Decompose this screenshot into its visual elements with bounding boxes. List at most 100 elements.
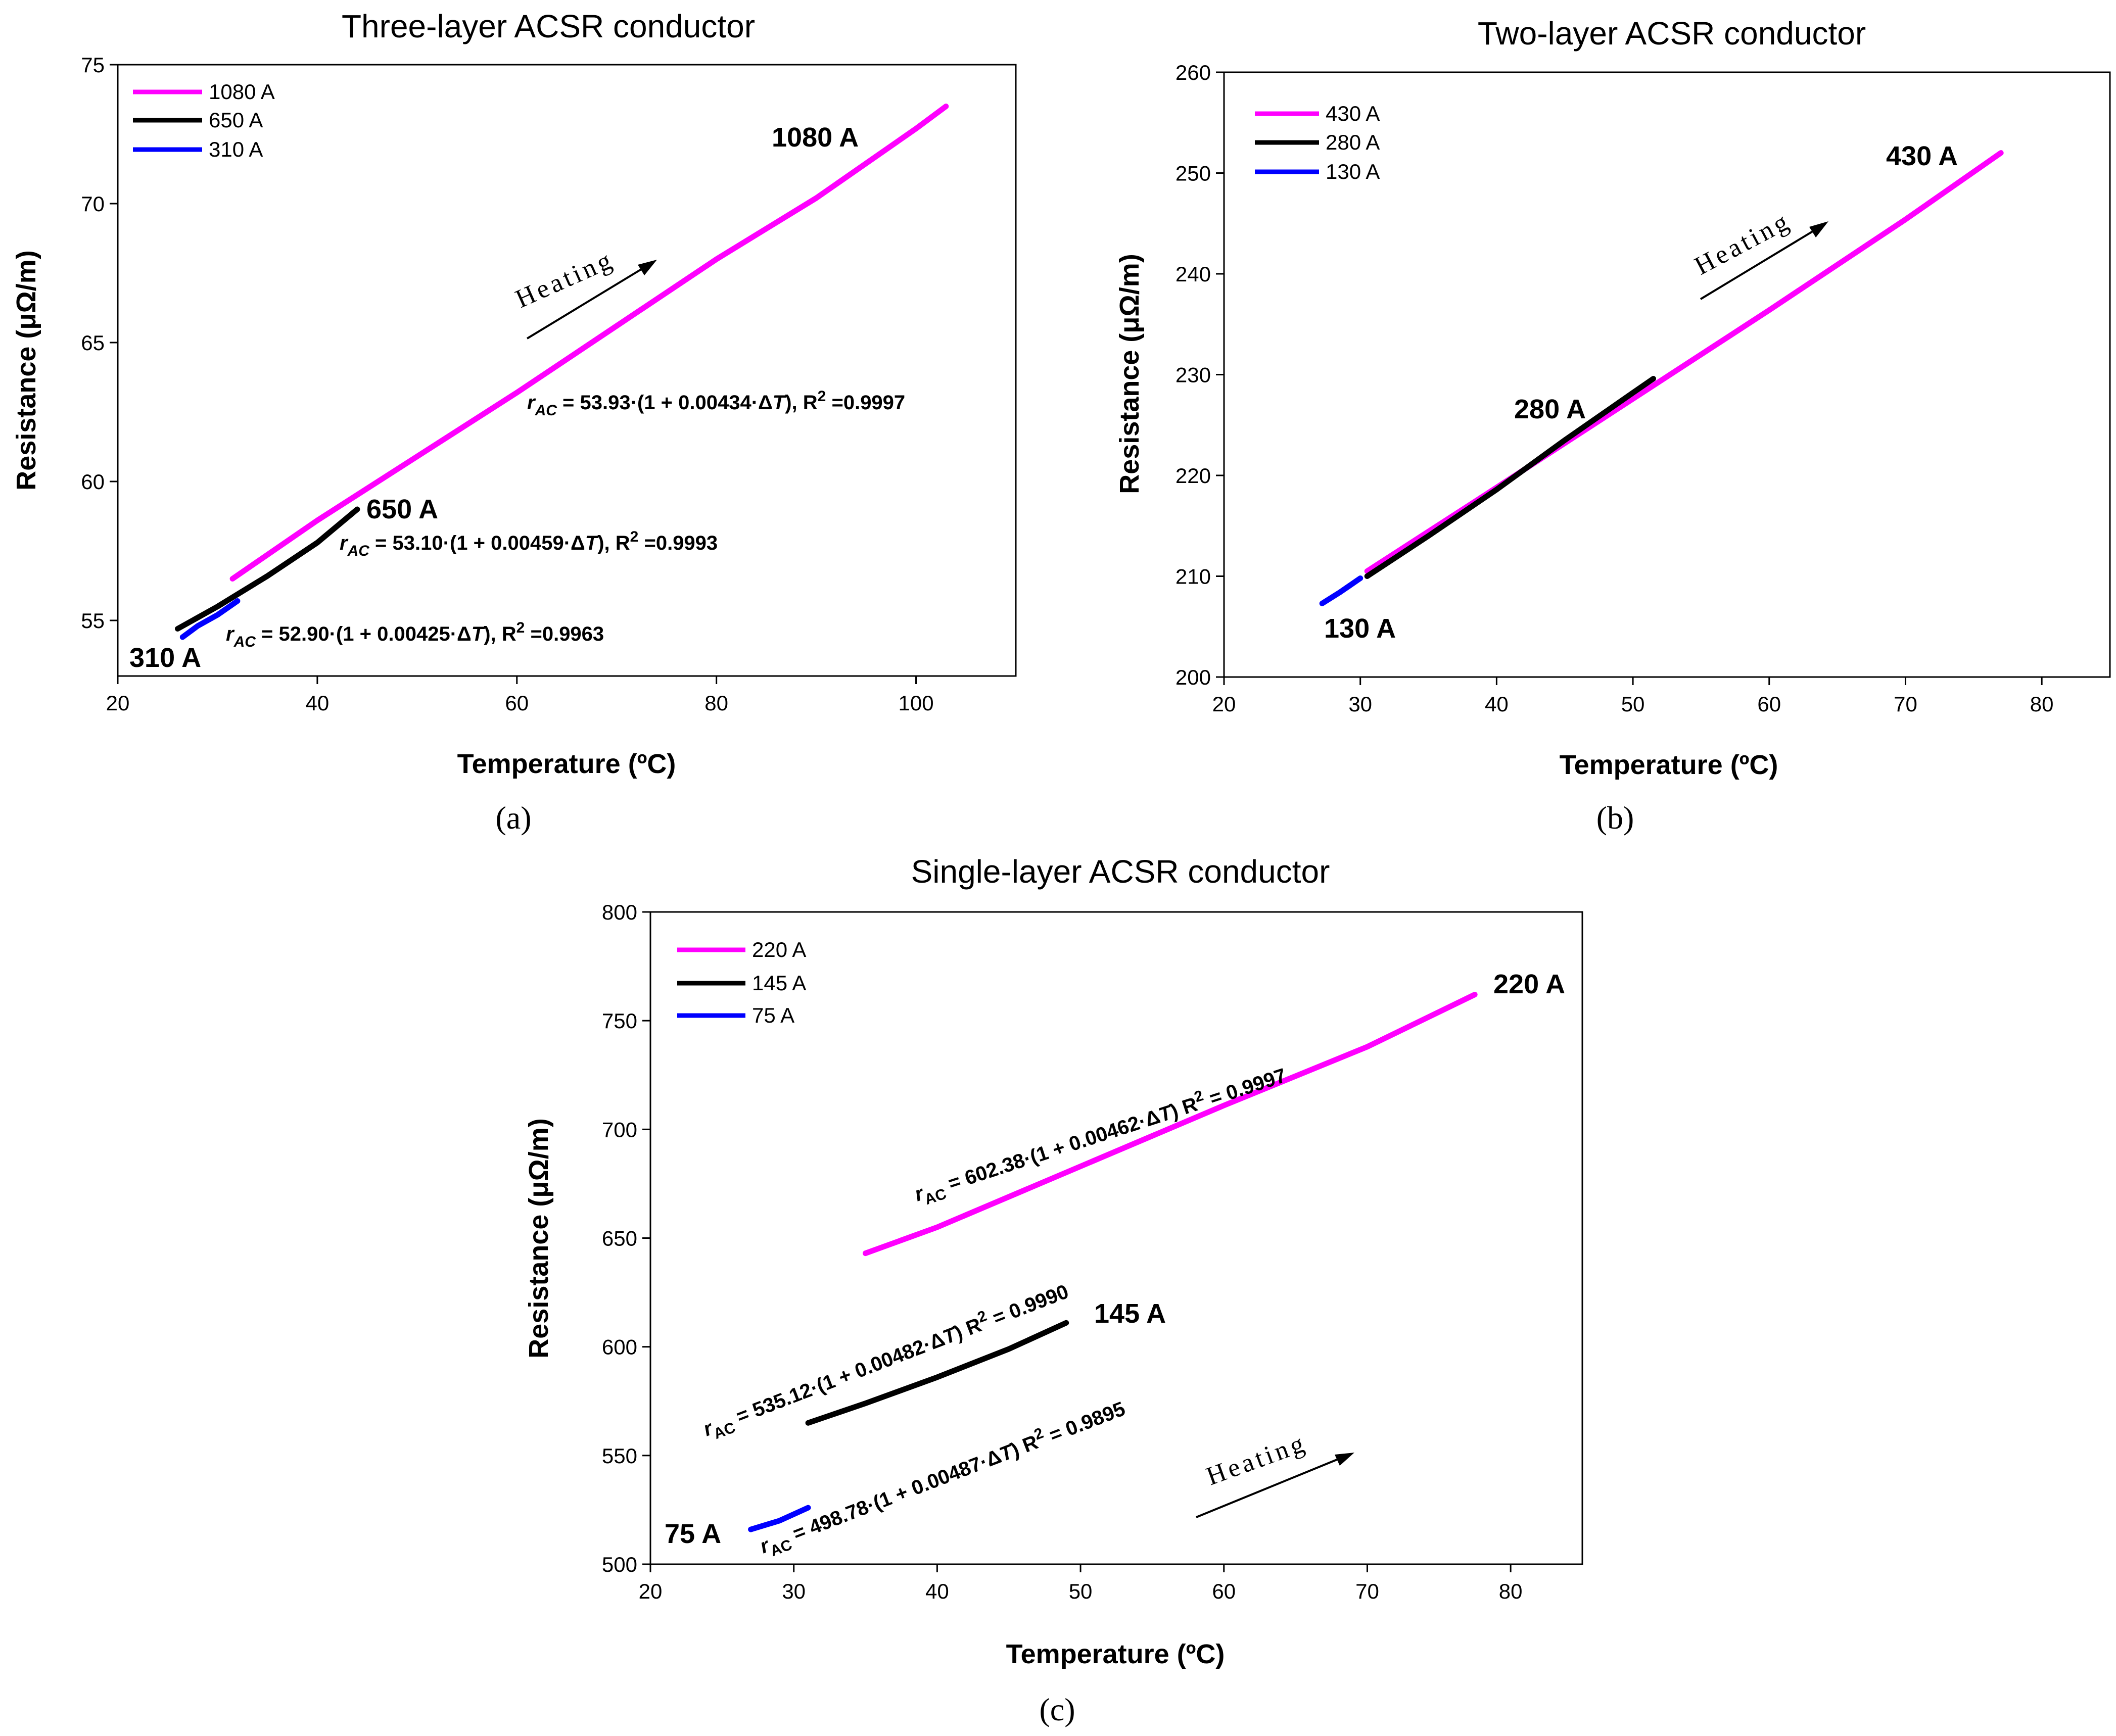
panel-c-heating-arrowhead-icon xyxy=(1335,1453,1354,1466)
x-tick-label: 20 xyxy=(1212,692,1236,716)
series-line-280a xyxy=(1364,376,1656,579)
y-tick-label: 65 xyxy=(81,331,105,355)
x-tick-label: 100 xyxy=(899,691,934,715)
panel-b-label-280a: 280 A xyxy=(1514,394,1586,424)
panel-a-heating-arrowhead-icon xyxy=(638,260,657,275)
panel-a-heating-arrow-icon xyxy=(526,264,649,340)
panel-c-label-145a: 145 A xyxy=(1094,1298,1166,1329)
panel-c-x-axis: 20 30 40 50 60 70 80 xyxy=(639,1564,1523,1603)
y-tick-label: 230 xyxy=(1175,363,1211,387)
panel-b-legend: 430 A 280 A 130 A xyxy=(1255,102,1380,183)
legend-label-130a: 130 A xyxy=(1326,160,1380,183)
x-tick-label: 30 xyxy=(782,1579,806,1603)
panel-b-two-layer: Two-layer ACSR conductor 20 30 40 50 60 70 80 … xyxy=(1114,15,2111,836)
x-tick-label: 20 xyxy=(106,691,130,715)
caption-c: (c) xyxy=(1039,1692,1075,1727)
panel-b-y-label: Resistance (μΩ/m) xyxy=(1114,254,1145,494)
panel-b-x-label: Temperature (ºC) xyxy=(1560,750,1778,780)
x-tick-label: 70 xyxy=(1355,1579,1379,1603)
panel-b-y-axis: 200 210 220 230 240 250 260 xyxy=(1175,61,1224,689)
panel-b-heating-arrowhead-icon xyxy=(1809,221,1828,237)
y-tick-label: 750 xyxy=(602,1009,637,1033)
x-tick-label: 40 xyxy=(1485,692,1509,716)
x-tick-label: 50 xyxy=(1069,1579,1093,1603)
legend-label-1080a: 1080 A xyxy=(209,80,275,104)
x-tick-label: 60 xyxy=(505,691,529,715)
x-tick-label: 80 xyxy=(2030,692,2054,716)
x-tick-label: 50 xyxy=(1621,692,1645,716)
panel-c-legend: 220 A 145 A 75 A xyxy=(677,938,806,1027)
x-tick-label: 20 xyxy=(639,1579,663,1603)
series-line-310a xyxy=(179,598,241,640)
x-tick-label: 70 xyxy=(1894,692,1917,716)
panel-c-label-220a: 220 A xyxy=(1493,969,1565,999)
panel-a-x-label: Temperature (ºC) xyxy=(457,749,676,779)
panel-b-title: Two-layer ACSR conductor xyxy=(1478,15,1866,52)
y-tick-label: 250 xyxy=(1175,162,1211,185)
panel-b-label-130a: 130 A xyxy=(1324,613,1396,644)
panel-a-label-650a: 650 A xyxy=(366,494,438,524)
x-tick-label: 40 xyxy=(306,691,330,715)
x-tick-label: 60 xyxy=(1212,1579,1236,1603)
panel-a-legend: 1080 A 650 A 310 A xyxy=(133,80,275,161)
panel-a-equation-650a: rAC = 53.10·(1 + 0.00459·ΔT), R2 =0.9993 xyxy=(340,528,718,559)
panel-a-equation-310a: rAC = 52.90·(1 + 0.00425·ΔT), R2 =0.9963 xyxy=(226,619,604,650)
panel-b-heating-arrow-icon xyxy=(1700,226,1820,300)
caption-a: (a) xyxy=(495,800,531,836)
caption-b: (b) xyxy=(1596,800,1634,836)
x-tick-label: 40 xyxy=(925,1579,949,1603)
legend-label-650a: 650 A xyxy=(209,108,263,132)
y-tick-label: 550 xyxy=(602,1444,637,1468)
panel-c-heating-arrow-icon xyxy=(1196,1456,1345,1518)
series-line-130a xyxy=(1319,575,1363,606)
y-tick-label: 600 xyxy=(602,1335,637,1359)
panel-a-equation-1080a: rAC = 53.93·(1 + 0.00434·ΔT), R2 =0.9997 xyxy=(527,388,905,419)
legend-label-75a: 75 A xyxy=(752,1003,794,1027)
panel-c-y-label: Resistance (μΩ/m) xyxy=(524,1118,554,1358)
x-tick-label: 80 xyxy=(704,691,728,715)
y-tick-label: 650 xyxy=(602,1227,637,1250)
panel-a-label-310a: 310 A xyxy=(129,643,201,673)
panel-a-x-axis: 20 40 60 80 100 xyxy=(106,676,934,715)
y-tick-label: 240 xyxy=(1175,262,1211,286)
y-tick-label: 260 xyxy=(1175,61,1211,84)
panel-a-y-axis: 55 60 65 70 75 xyxy=(81,53,118,633)
y-tick-label: 800 xyxy=(602,900,637,924)
y-tick-label: 500 xyxy=(602,1553,637,1576)
legend-label-280a: 280 A xyxy=(1326,130,1380,154)
y-tick-label: 75 xyxy=(81,53,105,77)
panel-a-three-layer: Three-layer ACSR conductor 20 40 60 80 100 5… xyxy=(11,8,1017,836)
y-tick-label: 60 xyxy=(81,470,105,494)
panel-a-y-label: Resistance (μΩ/m) xyxy=(11,250,41,490)
x-tick-label: 80 xyxy=(1499,1579,1523,1603)
y-tick-label: 700 xyxy=(602,1118,637,1141)
y-tick-label: 220 xyxy=(1175,464,1211,488)
x-tick-label: 60 xyxy=(1757,692,1781,716)
y-tick-label: 70 xyxy=(81,192,105,216)
series-line-650a xyxy=(175,506,360,632)
y-tick-label: 200 xyxy=(1175,665,1211,689)
legend-label-310a: 310 A xyxy=(209,137,263,161)
panel-a-label-1080a: 1080 A xyxy=(772,122,859,153)
panel-b-series xyxy=(1319,150,2004,606)
panel-c-label-75a: 75 A xyxy=(665,1519,721,1549)
series-line-145a xyxy=(805,1320,1069,1426)
panel-c-single-layer: Single-layer ACSR conductor 20 30 40 50 60 70… xyxy=(524,853,1583,1727)
legend-label-220a: 220 A xyxy=(752,938,806,961)
series-line-1080a xyxy=(229,104,949,582)
panel-c-title: Single-layer ACSR conductor xyxy=(911,853,1330,890)
series-line-75a xyxy=(748,1505,811,1532)
series-line-220a xyxy=(863,992,1478,1257)
panel-c-x-label: Temperature (ºC) xyxy=(1006,1639,1225,1669)
panel-c-y-axis: 500 550 600 650 700 750 800 xyxy=(602,900,650,1576)
y-tick-label: 210 xyxy=(1175,565,1211,589)
panel-a-title: Three-layer ACSR conductor xyxy=(342,8,755,44)
y-tick-label: 55 xyxy=(81,609,105,633)
legend-label-145a: 145 A xyxy=(752,971,806,995)
legend-label-430a: 430 A xyxy=(1326,102,1380,125)
x-tick-label: 30 xyxy=(1348,692,1372,716)
panel-b-x-axis: 20 30 40 50 60 70 80 xyxy=(1212,677,2054,716)
panel-c-series xyxy=(748,992,1478,1532)
panel-b-label-430a: 430 A xyxy=(1886,141,1958,171)
